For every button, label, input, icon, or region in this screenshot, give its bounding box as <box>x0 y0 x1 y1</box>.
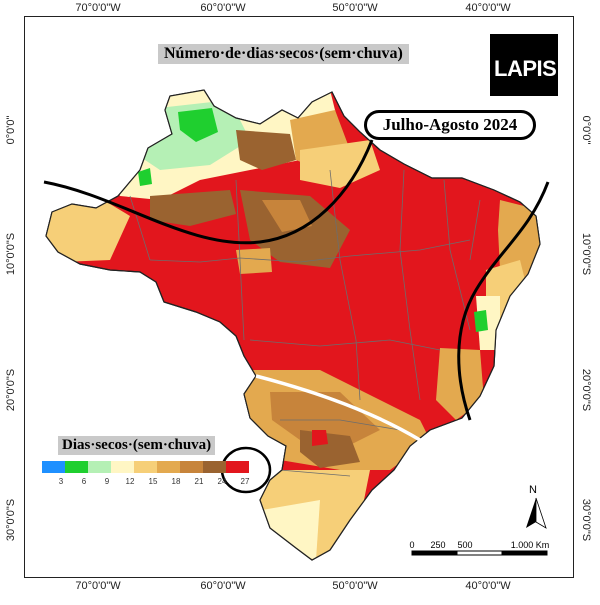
annotation-east-curve <box>457 181 550 421</box>
zone-ne-green <box>474 310 488 332</box>
legend-swatch <box>134 461 157 473</box>
logo-text: LAPIS <box>494 56 557 81</box>
scale-label-1000: 1.000 Km <box>510 540 550 550</box>
scale-label-500: 500 <box>457 540 473 550</box>
legend-swatch <box>42 461 65 473</box>
zone-west-light <box>46 198 130 262</box>
legend-tick-label: 12 <box>125 477 135 486</box>
legend-tick-label: 15 <box>148 477 158 486</box>
legend-tick-label: 24 <box>217 477 227 486</box>
zone-north-green <box>178 108 218 142</box>
legend-title: Dias·secos·(sem·chuva) <box>58 436 216 455</box>
lon-label-bottom: 70°0'0"W <box>75 580 121 592</box>
zone-west-brown <box>150 190 236 226</box>
zone-ne-light <box>476 296 500 350</box>
legend-swatch <box>65 461 88 473</box>
legend-tick-label: 18 <box>171 477 181 486</box>
lapis-logo: LAPIS <box>490 34 558 96</box>
zone-far-south-cream <box>262 500 320 560</box>
legend-swatch <box>203 461 226 473</box>
lon-label-bottom: 40°0'0"W <box>465 580 511 592</box>
map-title: Número·de·dias·secos·(sem·chuva) <box>158 44 409 64</box>
annotation-south-white-curve <box>255 374 421 442</box>
legend-tick-label: 3 <box>58 477 64 486</box>
legend-color-bar <box>42 461 249 473</box>
scale-label-250: 250 <box>430 540 446 550</box>
lon-label-top: 50°0'0"W <box>332 2 378 14</box>
lon-label-top: 40°0'0"W <box>465 2 511 14</box>
zone-north-green2 <box>138 168 152 186</box>
north-label: N <box>529 484 537 496</box>
brazil-outline-stroke <box>45 89 541 561</box>
legend-tick-label: 9 <box>104 477 110 486</box>
legend-swatch <box>157 461 180 473</box>
legend-swatch <box>226 461 249 473</box>
legend-swatch <box>180 461 203 473</box>
lon-label-top: 60°0'0"W <box>200 2 246 14</box>
lon-label-bottom: 60°0'0"W <box>200 580 246 592</box>
zone-central-red-gap <box>262 200 312 232</box>
period-label: Julho-Agosto 2024 <box>364 110 536 140</box>
legend-swatch <box>88 461 111 473</box>
legend-tick-label: 27 <box>240 477 250 486</box>
zone-north-brown <box>236 130 296 170</box>
zone-south-red <box>312 430 328 446</box>
lon-label-top: 70°0'0"W <box>75 2 121 14</box>
legend-swatch <box>111 461 134 473</box>
scale-bar <box>411 550 548 556</box>
legend-tick-label: 6 <box>81 477 87 486</box>
zone-north-tan <box>300 140 380 188</box>
lon-label-bottom: 50°0'0"W <box>332 580 378 592</box>
zone-central-orange <box>236 248 272 274</box>
legend-tick-label: 21 <box>194 477 204 486</box>
scale-label-0: 0 <box>409 540 415 550</box>
annotation-north-curve <box>43 139 374 245</box>
